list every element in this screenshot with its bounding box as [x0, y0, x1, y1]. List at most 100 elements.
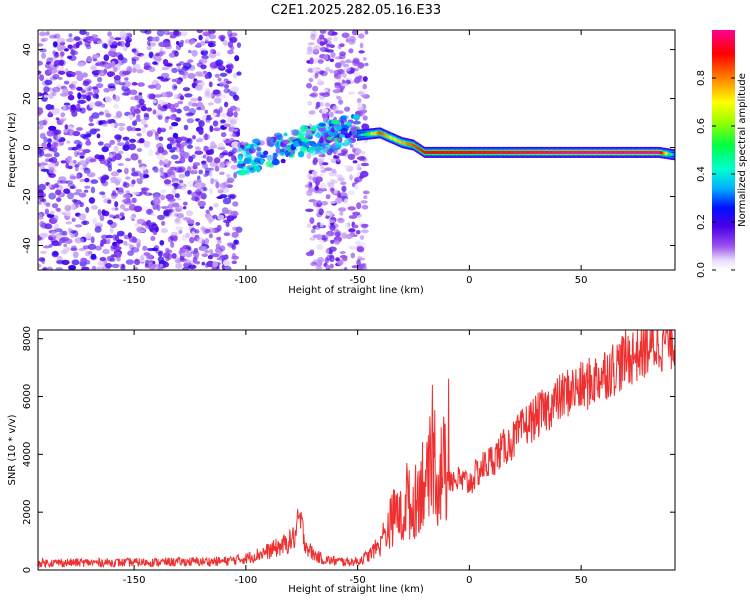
heatmap-cell [146, 93, 154, 100]
heatmap-cell [473, 150, 475, 154]
heatmap-cell [610, 150, 612, 154]
heatmap-cell [205, 209, 210, 214]
heatmap-cell [47, 138, 52, 144]
heatmap-cell [306, 152, 312, 160]
heatmap-cell [335, 110, 344, 114]
heatmap-cell [218, 161, 226, 169]
heatmap-cell [42, 266, 48, 270]
heatmap-cell [204, 88, 211, 94]
heatmap-cell [639, 150, 642, 154]
heatmap-cell [358, 155, 367, 162]
heatmap-cell [98, 69, 107, 77]
heatmap-cell [482, 150, 484, 154]
heatmap-cell [348, 228, 356, 233]
heatmap-cell [539, 150, 541, 154]
heatmap-cell [131, 197, 137, 204]
heatmap-cell [418, 147, 420, 151]
x-tick-label: -150 [123, 275, 146, 286]
heatmap-cell [522, 150, 524, 154]
heatmap-cell [374, 131, 377, 135]
heatmap-cell [193, 170, 198, 174]
heatmap-cell [38, 183, 46, 191]
heatmap-cell [90, 236, 95, 244]
heatmap-cell [173, 94, 179, 100]
heatmap-cell [66, 157, 72, 164]
heatmap-cell [414, 144, 416, 148]
heatmap-cell [356, 259, 361, 267]
heatmap-cell [90, 66, 97, 71]
heatmap-cell [667, 152, 669, 156]
snr-x-label: Height of straight line (km) [288, 584, 424, 595]
heatmap-cell [310, 146, 316, 151]
heatmap-cell [304, 138, 309, 143]
heatmap-cell [107, 119, 112, 124]
heatmap-cell [106, 238, 111, 245]
heatmap-cell [171, 253, 177, 259]
heatmap-cell [364, 30, 369, 35]
heatmap-cell [116, 169, 122, 173]
heatmap-cell [159, 263, 164, 267]
heatmap-cell [381, 132, 383, 136]
heatmap-cell [210, 177, 215, 185]
heatmap-cell [97, 260, 105, 266]
heatmap-cell [182, 249, 190, 253]
heatmap-cell [38, 200, 42, 205]
heatmap-cell [322, 108, 329, 114]
heatmap-cell [102, 43, 108, 49]
heatmap-cell [139, 30, 149, 34]
heatmap-cell [60, 236, 70, 242]
heatmap-cell [350, 126, 358, 133]
heatmap-cell [647, 150, 649, 154]
heatmap-cell [341, 185, 347, 192]
heatmap-cell [355, 240, 361, 247]
heatmap-cell [309, 217, 315, 225]
heatmap-cell [218, 34, 226, 41]
heatmap-cell [77, 99, 86, 105]
heatmap-cell [229, 119, 237, 125]
heatmap-cell [212, 253, 220, 258]
heatmap-cell [179, 95, 185, 101]
heatmap-cell [513, 150, 515, 154]
heatmap-cell [219, 106, 223, 113]
heatmap-cell [430, 150, 433, 154]
heatmap-cell [329, 187, 335, 192]
heatmap-cell [227, 108, 234, 114]
heatmap-cell [207, 227, 215, 234]
heatmap-cell [182, 266, 190, 270]
heatmap-cell [320, 169, 327, 173]
heatmap-cell [208, 30, 216, 34]
heatmap-cell [614, 150, 616, 154]
heatmap-cell [308, 175, 313, 181]
heatmap-cell [194, 260, 201, 265]
heatmap-cell [385, 133, 387, 137]
heatmap-cell [180, 252, 188, 257]
heatmap-cell [534, 150, 536, 154]
heatmap-cell [58, 211, 66, 214]
heatmap-cell [132, 63, 141, 71]
heatmap-cell [103, 143, 112, 149]
heatmap-cell [419, 148, 421, 151]
heatmap-cell [348, 215, 358, 219]
heatmap-cell [663, 151, 665, 155]
heatmap-cell [220, 113, 228, 118]
heatmap-cell [57, 76, 63, 81]
heatmap-cell [362, 83, 368, 90]
heatmap-cell [106, 255, 114, 262]
heatmap-cell [300, 126, 309, 132]
heatmap-cell [48, 67, 58, 74]
heatmap-cell [214, 73, 220, 78]
heatmap-cell [167, 198, 176, 202]
heatmap-cell [352, 57, 360, 64]
heatmap-cell [58, 70, 66, 75]
heatmap-cell [209, 188, 213, 195]
heatmap-cell [115, 110, 123, 118]
heatmap-cell [107, 199, 112, 204]
heatmap-cell [68, 33, 73, 38]
heatmap-cell [243, 142, 249, 146]
heatmap-cell [141, 187, 148, 194]
heatmap-cell [553, 150, 555, 154]
heatmap-cell [248, 147, 256, 154]
heatmap-cell [338, 99, 344, 105]
heatmap-cell [339, 87, 344, 93]
heatmap-cell [297, 150, 305, 158]
